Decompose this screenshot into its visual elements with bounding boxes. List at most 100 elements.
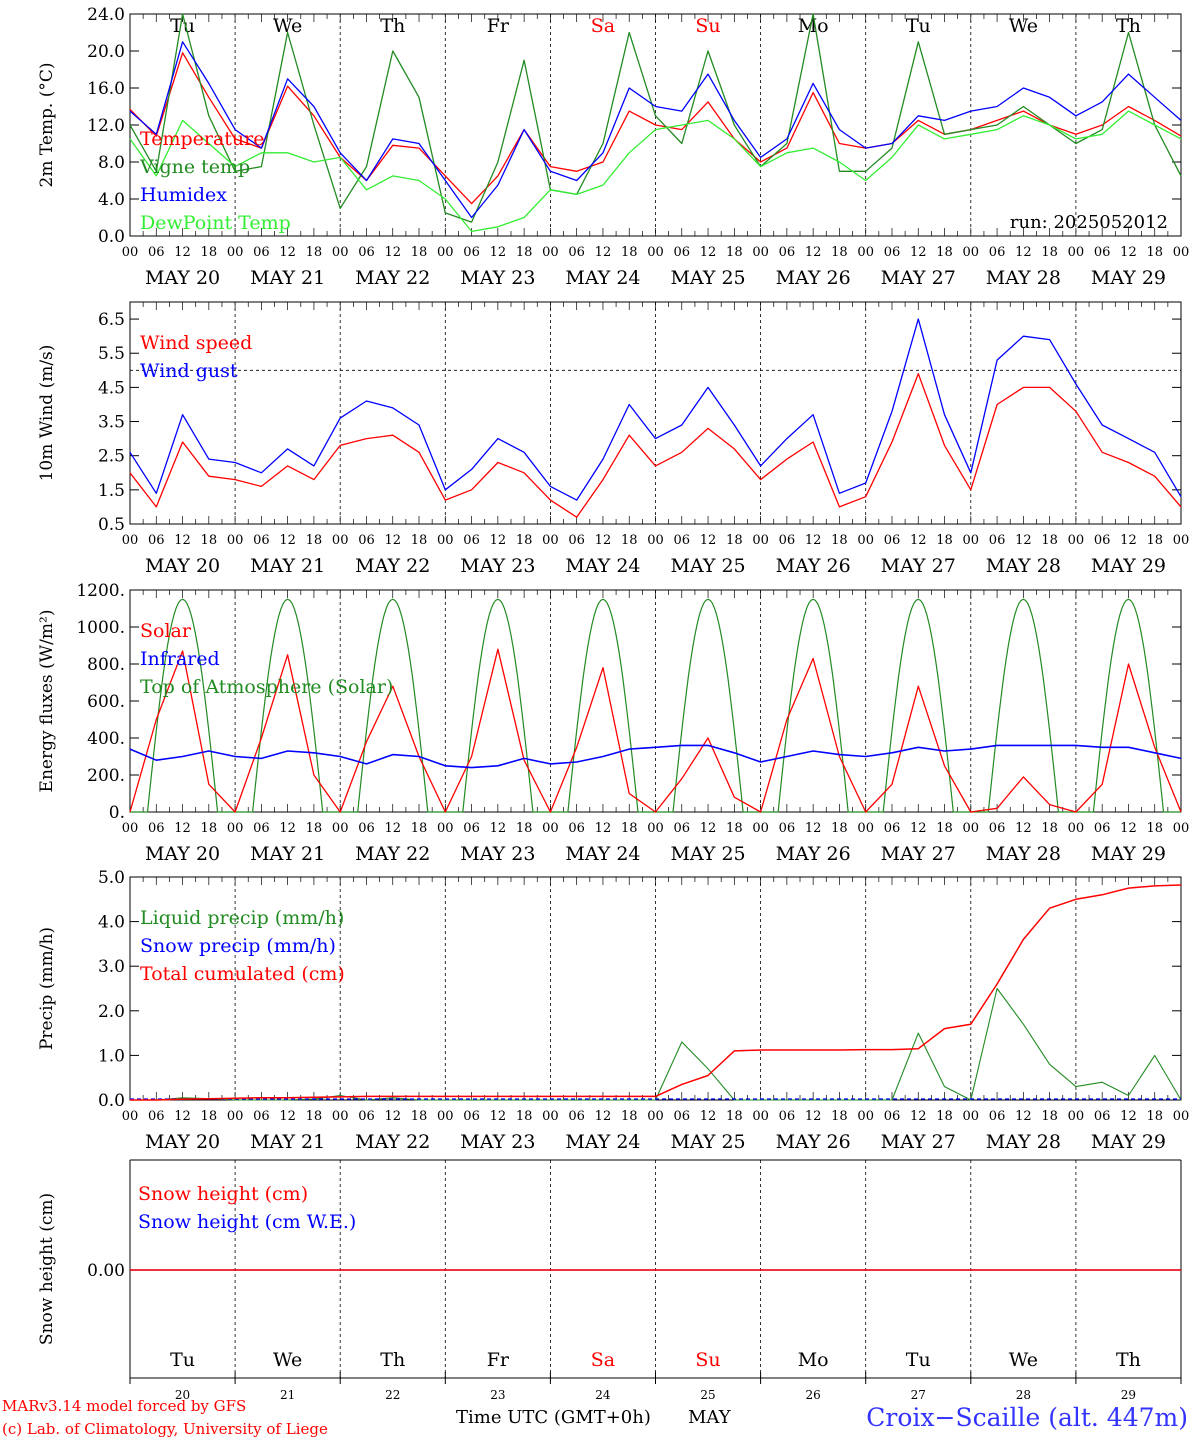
bottom-day-number: 25 xyxy=(700,1388,715,1402)
y-tick-label: 1.5 xyxy=(98,481,125,501)
x-hour-label: 18 xyxy=(201,1109,218,1124)
x-hour-label: 18 xyxy=(411,821,428,836)
x-date-label: MAY 20 xyxy=(145,267,220,289)
bottom-day-name: Su xyxy=(695,1349,720,1371)
x-hour-label: 18 xyxy=(516,533,533,548)
x-hour-label: 18 xyxy=(726,533,743,548)
vigne-temp-line xyxy=(129,13,1182,223)
x-date-label: MAY 25 xyxy=(670,1131,745,1153)
day-name-label: Su xyxy=(695,15,720,37)
bottom-day-name: Th xyxy=(380,1349,405,1371)
x-hour-label: 00 xyxy=(963,821,980,836)
y-axis-title: Snow height (cm) xyxy=(37,1193,57,1345)
x-hour-label: 18 xyxy=(411,533,428,548)
day-name-label: Sa xyxy=(591,15,615,37)
y-axis-title: 10m Wind (m/s) xyxy=(37,345,57,482)
x-hour-label: 06 xyxy=(1094,821,1111,836)
x-date-label: MAY 21 xyxy=(250,555,325,577)
y-tick-label: 800. xyxy=(87,655,125,675)
x-hour-label: 00 xyxy=(752,533,769,548)
x-hour-label: 00 xyxy=(1173,245,1190,260)
y-tick-label: 0.00 xyxy=(87,1261,125,1281)
x-hour-label: 00 xyxy=(542,245,559,260)
x-hour-label: 00 xyxy=(857,533,874,548)
x-hour-label: 06 xyxy=(358,821,375,836)
x-hour-label: 18 xyxy=(1146,533,1163,548)
legend-label: Temperature xyxy=(140,128,264,150)
x-hour-label: 18 xyxy=(306,533,323,548)
x-hour-label: 00 xyxy=(227,821,244,836)
bottom-day-number: 21 xyxy=(280,1388,295,1402)
x-hour-label: 18 xyxy=(726,821,743,836)
y-tick-label: 1200. xyxy=(76,581,125,601)
x-date-label: MAY 28 xyxy=(986,267,1061,289)
x-date-label: MAY 20 xyxy=(145,1131,220,1153)
x-hour-label: 06 xyxy=(884,1109,901,1124)
y-tick-label: 8.0 xyxy=(98,153,125,173)
y-tick-label: 400. xyxy=(87,729,125,749)
x-hour-label: 00 xyxy=(122,1109,139,1124)
x-hour-label: 06 xyxy=(253,1109,270,1124)
x-hour-label: 06 xyxy=(568,245,585,260)
y-tick-label: 600. xyxy=(87,692,125,712)
x-date-label: MAY 24 xyxy=(565,267,640,289)
total-cumulated-line xyxy=(130,884,1182,1101)
legend-label: Snow height (cm W.E.) xyxy=(138,1211,356,1233)
bottom-day-number: 20 xyxy=(175,1388,190,1402)
x-hour-label: 12 xyxy=(174,245,191,260)
x-hour-label: 00 xyxy=(122,821,139,836)
x-hour-label: 12 xyxy=(910,1109,927,1124)
x-hour-label: 00 xyxy=(752,1109,769,1124)
x-hour-label: 18 xyxy=(201,821,218,836)
x-hour-label: 06 xyxy=(358,245,375,260)
x-hour-label: 18 xyxy=(411,245,428,260)
x-hour-label: 00 xyxy=(437,1109,454,1124)
legend-label: Total cumulated (cm) xyxy=(140,963,345,985)
x-hour-label: 18 xyxy=(411,1109,428,1124)
panel-energy: 0. 200. 400. 600. 800. 1000. 1200. Energy fluxe… xyxy=(37,581,1189,865)
x-date-label: MAY 29 xyxy=(1091,1131,1166,1153)
x-hour-label: 18 xyxy=(1041,533,1058,548)
day-name-label: Th xyxy=(1116,15,1141,37)
toa-solar-line xyxy=(235,598,341,813)
x-hour-label: 00 xyxy=(542,533,559,548)
x-date-label: MAY 25 xyxy=(670,555,745,577)
y-tick-label: 0.0 xyxy=(98,227,125,247)
x-hour-label: 06 xyxy=(463,1109,480,1124)
x-hour-label: 00 xyxy=(122,245,139,260)
toa-solar-line xyxy=(970,598,1076,813)
x-hour-label: 12 xyxy=(384,1109,401,1124)
legend-label: Snow precip (mm/h) xyxy=(140,935,336,957)
bottom-day-number: 27 xyxy=(911,1388,926,1402)
month-label: MAY xyxy=(688,1407,732,1428)
x-date-label: MAY 27 xyxy=(881,1131,956,1153)
x-date-label: MAY 26 xyxy=(776,267,851,289)
legend-label: Top of Atmosphere (Solar) xyxy=(140,676,393,698)
x-hour-label: 06 xyxy=(358,533,375,548)
x-hour-label: 06 xyxy=(674,245,691,260)
bottom-day-number: 29 xyxy=(1121,1388,1136,1402)
x-hour-label: 18 xyxy=(621,245,638,260)
x-hour-label: 12 xyxy=(1120,1109,1137,1124)
x-hour-label: 18 xyxy=(936,533,953,548)
panel-snow: 0.00 Snow height (cm) Snow height (cm) Snow… xyxy=(37,1159,1182,1402)
x-hour-label: 00 xyxy=(963,533,980,548)
x-hour-label: 18 xyxy=(621,1109,638,1124)
toa-solar-line xyxy=(655,598,761,813)
x-date-label: MAY 20 xyxy=(145,843,220,865)
x-hour-label: 00 xyxy=(437,533,454,548)
x-hour-label: 12 xyxy=(805,821,822,836)
x-hour-label: 12 xyxy=(595,245,612,260)
bottom-day-name: Fr xyxy=(487,1349,510,1371)
x-date-label: MAY 21 xyxy=(250,1131,325,1153)
bottom-day-name: Sa xyxy=(591,1349,615,1371)
x-hour-label: 06 xyxy=(148,1109,165,1124)
humidex-line xyxy=(129,41,1182,219)
x-hour-label: 18 xyxy=(201,245,218,260)
x-axis-title: Time UTC (GMT+0h) xyxy=(456,1407,651,1428)
x-hour-label: 06 xyxy=(1094,1109,1111,1124)
y-tick-label: 1.0 xyxy=(98,1046,125,1066)
y-tick-label: 16.0 xyxy=(87,79,125,99)
x-hour-label: 00 xyxy=(227,245,244,260)
